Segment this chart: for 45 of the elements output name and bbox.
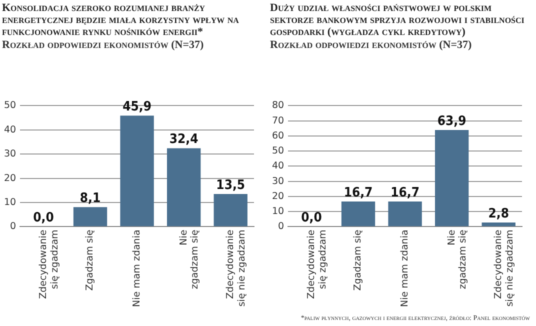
bar bbox=[388, 201, 422, 226]
chart-title: Duży udział własności państwowej w polskim sektorze bankowym sprzyja rozwojowi i stabilności gospodarki (wygładza cykl kredytowy) bbox=[270, 2, 526, 38]
x-tick-label: Zgadzam się bbox=[352, 230, 364, 291]
data-label: 32,4 bbox=[169, 132, 198, 148]
y-tick-label: 30 bbox=[4, 148, 16, 160]
y-tick-label: 0 bbox=[10, 221, 16, 232]
data-label: 8,1 bbox=[80, 190, 101, 206]
y-tick-label: 10 bbox=[4, 196, 16, 208]
data-label: 63,9 bbox=[437, 114, 466, 129]
y-tick-label: 50 bbox=[4, 100, 16, 112]
data-label: 0,0 bbox=[33, 210, 54, 226]
bar bbox=[482, 222, 516, 226]
x-tick-label: Zdecydowanie się zgadzam bbox=[306, 230, 328, 299]
chart-subtitle: Rozkład odpowiedzi ekonomistów (N=37) bbox=[2, 39, 205, 51]
y-tick-label: 60 bbox=[272, 130, 284, 142]
x-tick-label: Zgadzam się bbox=[84, 230, 96, 291]
x-tick-label: Nie zgadzam się bbox=[446, 230, 469, 290]
data-label: 0,0 bbox=[301, 210, 322, 226]
bar bbox=[214, 194, 248, 226]
bar bbox=[166, 148, 201, 226]
bar bbox=[73, 207, 108, 226]
x-tick-label: Nie mam zdania bbox=[132, 230, 143, 307]
data-label: 45,9 bbox=[122, 100, 152, 114]
y-tick-label: 30 bbox=[272, 176, 284, 187]
y-tick-label: 50 bbox=[272, 146, 284, 157]
chart-subtitle: Rozkład odpowiedzi ekonomistów (N=37) bbox=[270, 39, 473, 51]
y-tick-label: 0 bbox=[278, 221, 284, 232]
data-label: 2,8 bbox=[488, 206, 509, 222]
x-tick-label: Nie zgadzam się bbox=[178, 230, 201, 290]
data-label: 13,5 bbox=[216, 178, 246, 193]
y-tick-label: 40 bbox=[4, 124, 16, 136]
data-label: 16,7 bbox=[344, 185, 373, 200]
bar bbox=[120, 116, 154, 226]
y-tick-label: 10 bbox=[272, 206, 284, 218]
y-tick-label: 20 bbox=[4, 172, 16, 184]
bar bbox=[434, 130, 469, 226]
y-tick-label: 70 bbox=[272, 115, 284, 126]
x-tick-label: Nie mam zdania bbox=[400, 230, 411, 307]
y-tick-label: 40 bbox=[272, 160, 284, 172]
chart-title: Konsolidacja szeroko rozumianej branży energetycznej będzie miała korzystny wpływ na funkcjonowanie rynku nośników energii* bbox=[2, 2, 240, 38]
y-tick-label: 20 bbox=[272, 190, 284, 202]
data-label: 16,7 bbox=[390, 185, 420, 200]
bar bbox=[341, 201, 376, 226]
x-tick-label: Zdecydowanie się zgadzam bbox=[38, 230, 60, 299]
y-tick-label: 80 bbox=[272, 100, 284, 112]
